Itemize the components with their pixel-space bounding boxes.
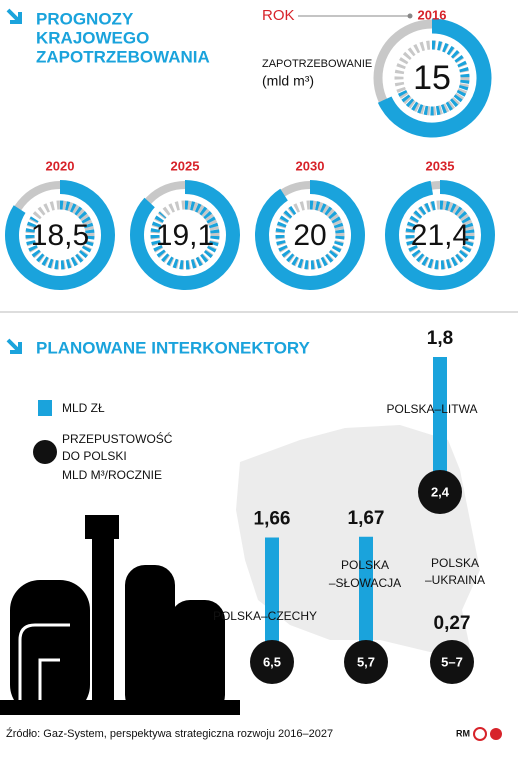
capacity-label: 5,7 — [357, 654, 375, 669]
capacity-label: 2,4 — [431, 484, 450, 499]
gauge-value: 15 — [413, 59, 451, 97]
bar — [359, 536, 373, 662]
gauge-inner-track — [405, 200, 475, 270]
interconnector-name: POLSKA–LITWA — [387, 402, 478, 416]
capacity-circle — [418, 470, 462, 514]
gauge-arc — [5, 180, 115, 290]
legend-label: MLD ZŁ — [62, 401, 105, 415]
year-label: 2020 — [46, 158, 75, 173]
year-label: 2025 — [171, 158, 200, 173]
capacity-label: 5–7 — [441, 654, 463, 669]
gauge-arc — [385, 180, 495, 290]
bar — [265, 537, 279, 662]
gauge-inner-arc — [405, 200, 475, 270]
gauge-arc — [130, 180, 240, 290]
source: Źródło: Gaz-System, perspektywa strategi… — [6, 727, 333, 740]
section-title: KRAJOWEGO — [36, 28, 149, 47]
year-label: 2035 — [426, 158, 455, 173]
capacity-label: 6,5 — [263, 654, 281, 669]
gauge-inner-track — [394, 40, 470, 116]
gauge-inner-track — [150, 200, 220, 270]
gauge-inner-arc — [25, 200, 95, 270]
legend-label: MLD M³/ROCZNIE — [62, 468, 162, 482]
gauge-value: 18,5 — [31, 219, 89, 252]
section-title: PLANOWANE INTERKONEKTORY — [36, 338, 311, 357]
credit: RM — [456, 728, 470, 738]
gauge-inner-arc — [150, 200, 220, 270]
gauge-value: 19,1 — [156, 219, 214, 252]
gauge-value: 21,4 — [411, 219, 469, 252]
gauge-inner-arc — [275, 200, 345, 270]
interconnector-name: –SŁOWACJA — [329, 576, 401, 590]
legend-swatch — [33, 440, 57, 464]
section-title: PROGNOZY — [36, 9, 134, 28]
gauge-arc — [377, 18, 492, 138]
gauge-inner-arc — [397, 40, 470, 116]
legend-label: PRZEPUSTOWOŚĆ — [62, 431, 173, 446]
year-label: 2030 — [296, 158, 325, 173]
capacity-circle — [344, 640, 388, 684]
bar-value: 1,8 — [427, 328, 453, 349]
factory-silhouette — [0, 515, 240, 715]
interconnector-name: POLSKA — [431, 556, 479, 570]
demand-caption: ZAPOTRZEBOWANIE — [262, 58, 372, 70]
gauge-inner-track — [275, 200, 345, 270]
unit-caption: (mld m³) — [262, 73, 314, 89]
interconnector-name: POLSKA — [341, 558, 389, 572]
arrow-icon — [6, 8, 22, 24]
interconnector-name: –UKRAINA — [425, 573, 485, 587]
bar-value: 1,67 — [348, 508, 385, 529]
year-caption: ROK — [262, 7, 295, 24]
gauge-value: 20 — [293, 219, 326, 252]
interconnector-name: POLSKA–CZECHY — [213, 609, 317, 623]
logo — [490, 728, 502, 740]
section-title: ZAPOTRZEBOWANIA — [36, 47, 210, 66]
connector-dot — [407, 13, 413, 19]
gauge-inner-track — [25, 200, 95, 270]
bar-value: 0,27 — [434, 613, 471, 634]
capacity-circle — [250, 640, 294, 684]
bar-value: 1,66 — [254, 509, 291, 530]
arrow-icon — [6, 338, 22, 354]
capacity-circle — [430, 640, 474, 684]
factory-pipes — [18, 623, 70, 700]
legend-label: DO POLSKI — [62, 449, 127, 463]
logo — [473, 727, 487, 741]
bar — [433, 357, 447, 492]
map-poland — [236, 425, 480, 652]
year-label: 2016 — [418, 7, 447, 22]
legend-swatch — [38, 400, 52, 416]
gauge-arc — [255, 180, 365, 290]
